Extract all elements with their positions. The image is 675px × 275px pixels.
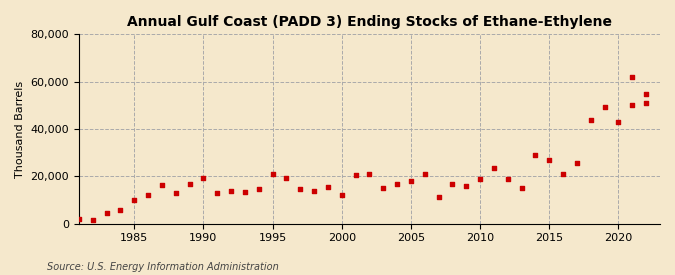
Point bbox=[530, 153, 541, 157]
Point bbox=[253, 187, 264, 192]
Point bbox=[157, 183, 167, 187]
Point bbox=[585, 117, 596, 122]
Point bbox=[544, 158, 555, 162]
Point bbox=[613, 120, 624, 124]
Point bbox=[115, 207, 126, 212]
Point bbox=[184, 181, 195, 186]
Point bbox=[364, 172, 375, 176]
Y-axis label: Thousand Barrels: Thousand Barrels bbox=[15, 81, 25, 178]
Point bbox=[641, 91, 651, 96]
Point bbox=[267, 172, 278, 176]
Point bbox=[627, 103, 638, 108]
Point bbox=[295, 187, 306, 192]
Point bbox=[350, 173, 361, 177]
Point bbox=[87, 218, 98, 222]
Point bbox=[198, 175, 209, 180]
Point bbox=[142, 193, 153, 197]
Point bbox=[516, 186, 527, 191]
Point bbox=[308, 188, 319, 193]
Point bbox=[74, 216, 84, 221]
Point bbox=[447, 181, 458, 186]
Point bbox=[572, 161, 583, 166]
Point bbox=[475, 177, 485, 181]
Point bbox=[240, 189, 250, 194]
Point bbox=[641, 101, 651, 105]
Point bbox=[323, 185, 333, 189]
Point bbox=[378, 186, 389, 191]
Point bbox=[502, 177, 513, 181]
Title: Annual Gulf Coast (PADD 3) Ending Stocks of Ethane-Ethylene: Annual Gulf Coast (PADD 3) Ending Stocks… bbox=[127, 15, 612, 29]
Point bbox=[433, 194, 444, 199]
Point bbox=[406, 179, 416, 183]
Point bbox=[212, 191, 223, 195]
Point bbox=[336, 193, 347, 197]
Point bbox=[101, 211, 112, 215]
Point bbox=[170, 191, 181, 195]
Point bbox=[419, 172, 430, 176]
Point bbox=[627, 75, 638, 79]
Point bbox=[599, 104, 610, 109]
Point bbox=[225, 188, 236, 193]
Point bbox=[392, 181, 402, 186]
Point bbox=[558, 172, 568, 176]
Text: Source: U.S. Energy Information Administration: Source: U.S. Energy Information Administ… bbox=[47, 262, 279, 272]
Point bbox=[281, 175, 292, 180]
Point bbox=[461, 184, 472, 188]
Point bbox=[129, 198, 140, 202]
Point bbox=[489, 166, 500, 170]
